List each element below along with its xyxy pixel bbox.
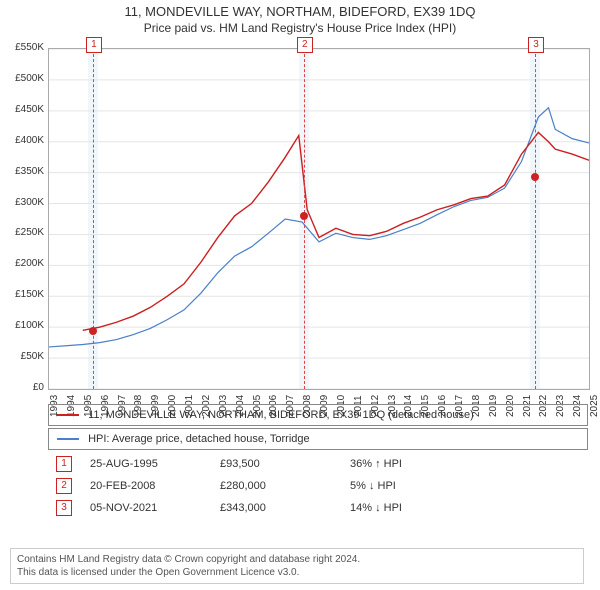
y-axis-label: £300K [2,197,44,208]
blue-series [49,108,589,347]
y-axis-label: £100K [2,320,44,331]
legend-row: HPI: Average price, detached house, Torr… [48,428,588,450]
event-price: £343,000 [220,502,350,514]
y-axis-label: £250K [2,227,44,238]
y-axis-label: £400K [2,135,44,146]
price-point [531,173,539,181]
legend-swatch [57,414,79,416]
event-delta: 36% ↑ HPI [350,458,480,470]
marker-line [93,49,94,389]
chart-title: 11, MONDEVILLE WAY, NORTHAM, BIDEFORD, E… [0,0,600,19]
legend-label: HPI: Average price, detached house, Torr… [88,433,310,445]
y-axis-label: £500K [2,73,44,84]
price-chart: 1993199419951996199719981999200020012002… [48,48,590,390]
event-date: 25-AUG-1995 [90,458,220,470]
marker-badge: 2 [297,37,313,53]
legend-label: 11, MONDEVILLE WAY, NORTHAM, BIDEFORD, E… [88,409,474,421]
marker-badge: 1 [86,37,102,53]
event-row: 2 20-FEB-2008£280,0005% ↓ HPI [56,478,588,494]
y-axis-label: £450K [2,104,44,115]
event-delta: 14% ↓ HPI [350,502,480,514]
event-delta: 5% ↓ HPI [350,480,480,492]
y-axis-label: £550K [2,42,44,53]
event-row: 3 05-NOV-2021£343,00014% ↓ HPI [56,500,588,516]
event-badge: 2 [56,478,72,494]
event-date: 20-FEB-2008 [90,480,220,492]
y-axis-label: £200K [2,258,44,269]
legend-swatch [57,438,79,440]
event-price: £93,500 [220,458,350,470]
price-point [89,327,97,335]
event-badge: 1 [56,456,72,472]
legend-row: 11, MONDEVILLE WAY, NORTHAM, BIDEFORD, E… [48,404,588,426]
marker-badge: 3 [528,37,544,53]
marker-line [535,49,536,389]
y-axis-label: £150K [2,289,44,300]
event-badge: 3 [56,500,72,516]
event-row: 1 25-AUG-1995£93,50036% ↑ HPI [56,456,588,472]
event-date: 05-NOV-2021 [90,502,220,514]
y-axis-label: £350K [2,166,44,177]
legend: 11, MONDEVILLE WAY, NORTHAM, BIDEFORD, E… [48,404,588,516]
y-axis-label: £50K [2,351,44,362]
y-axis-label: £0 [2,382,44,393]
price-point [300,212,308,220]
event-price: £280,000 [220,480,350,492]
attribution: Contains HM Land Registry data © Crown c… [10,548,584,584]
red-series [83,132,589,330]
